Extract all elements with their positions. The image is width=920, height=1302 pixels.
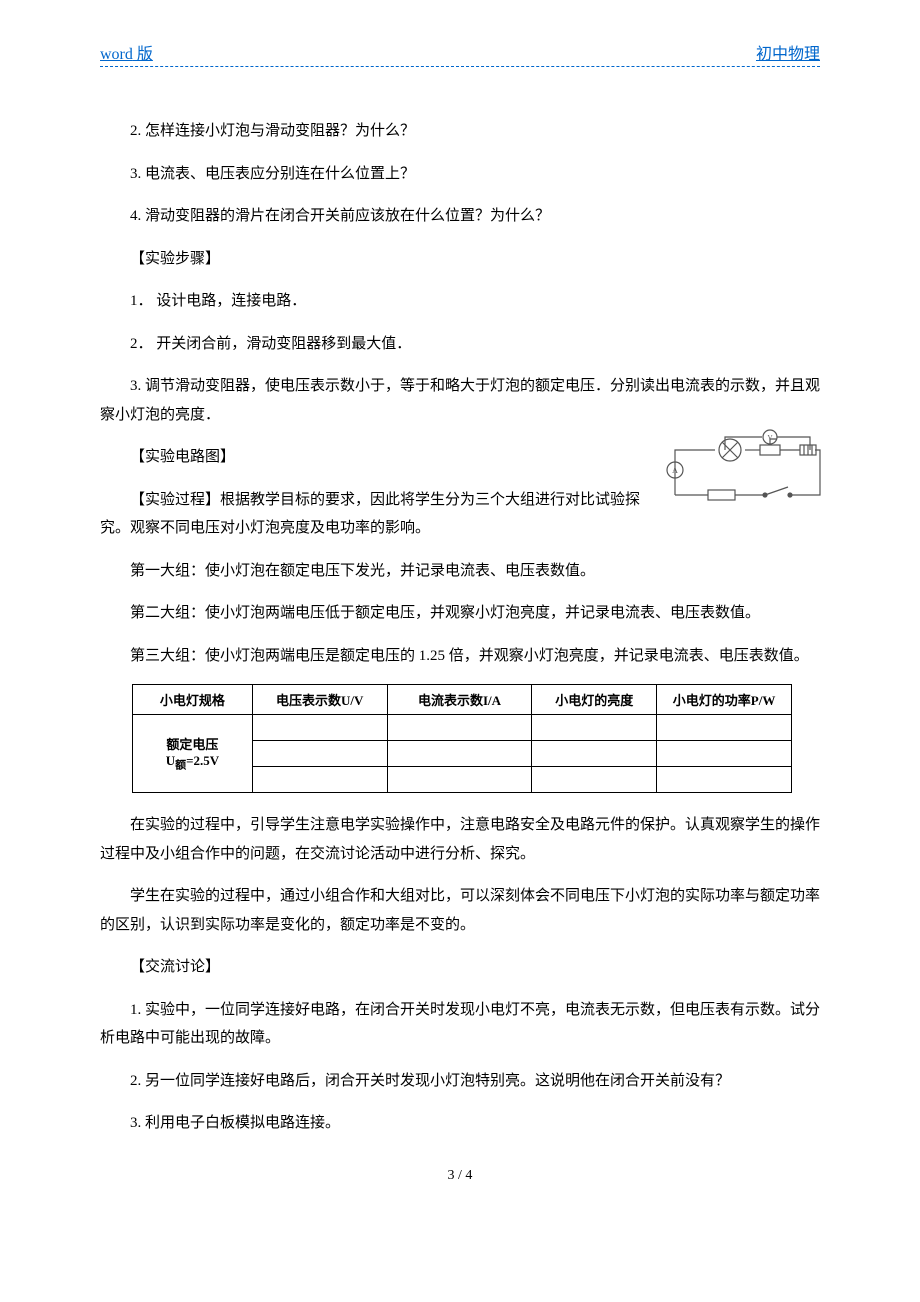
table-cell (657, 741, 792, 767)
table-cell (532, 715, 657, 741)
th-voltage: 电压表示数U/V (252, 685, 387, 715)
page-header: word 版 初中物理 (100, 40, 820, 67)
header-left: word 版 (100, 40, 153, 64)
after-table-p1: 在实验的过程中，引导学生注意电学实验操作中，注意电路安全及电路元件的保护。认真观… (100, 811, 820, 868)
spec-line1: 额定电压 (166, 737, 218, 752)
data-table: 小电灯规格 电压表示数U/V 电流表示数I/A 小电灯的亮度 小电灯的功率P/W… (132, 684, 792, 793)
circuit-container: A V 【 (100, 443, 820, 543)
table-cell (252, 767, 387, 793)
th-power: 小电灯的功率P/W (657, 685, 792, 715)
step-2: 2． 开关闭合前，滑动变阻器移到最大值． (100, 330, 820, 359)
discuss-1: 1. 实验中，一位同学连接好电路，在闭合开关时发现小电灯不亮，电流表无示数，但电… (100, 996, 820, 1053)
page-number: 3 / 4 (100, 1168, 820, 1184)
data-table-wrap: 小电灯规格 电压表示数U/V 电流表示数I/A 小电灯的亮度 小电灯的功率P/W… (132, 684, 820, 793)
discuss-3: 3. 利用电子白板模拟电路连接。 (100, 1109, 820, 1138)
table-cell (252, 741, 387, 767)
step-3: 3. 调节滑动变阻器，使电压表示数小于，等于和略大于灯泡的额定电压．分别读出电流… (100, 372, 820, 429)
discuss-title: 【交流讨论】 (100, 953, 820, 982)
group-2: 第二大组：使小灯泡两端电压低于额定电压，并观察小灯泡亮度，并记录电流表、电压表数… (100, 599, 820, 628)
table-cell (252, 715, 387, 741)
th-brightness: 小电灯的亮度 (532, 685, 657, 715)
question-2: 2. 怎样连接小灯泡与滑动变阻器？为什么？ (100, 117, 820, 146)
table-header-row: 小电灯规格 电压表示数U/V 电流表示数I/A 小电灯的亮度 小电灯的功率P/W (133, 685, 792, 715)
step-1: 1． 设计电路，连接电路． (100, 287, 820, 316)
spec-u: U (166, 753, 175, 768)
question-3: 3. 电流表、电压表应分别连在什么位置上？ (100, 160, 820, 189)
table-cell (532, 741, 657, 767)
th-spec: 小电灯规格 (133, 685, 253, 715)
spec-val: =2.5V (186, 753, 219, 768)
discuss-2: 2. 另一位同学连接好电路后，闭合开关时发现小灯泡特别亮。这说明他在闭合开关前没… (100, 1067, 820, 1096)
table-cell (657, 767, 792, 793)
table-cell (387, 767, 532, 793)
table-cell (387, 715, 532, 741)
table-cell (387, 741, 532, 767)
spec-cell: 额定电压 U额=2.5V (133, 715, 253, 793)
svg-text:A: A (672, 466, 678, 475)
table-row: 额定电压 U额=2.5V (133, 715, 792, 741)
question-4: 4. 滑动变阻器的滑片在闭合开关前应该放在什么位置？为什么？ (100, 202, 820, 231)
header-word: word (100, 46, 133, 63)
spec-sub: 额 (175, 760, 186, 772)
table-cell (657, 715, 792, 741)
header-right: 初中物理 (756, 40, 820, 64)
steps-title: 【实验步骤】 (100, 245, 820, 274)
circuit-diagram-icon: A V (660, 425, 830, 510)
th-current: 电流表示数I/A (387, 685, 532, 715)
group-3: 第三大组：使小灯泡两端电压是额定电压的 1.25 倍，并观察小灯泡亮度，并记录电… (100, 642, 820, 671)
group-1: 第一大组：使小灯泡在额定电压下发光，并记录电流表、电压表数值。 (100, 557, 820, 586)
header-version: 版 (133, 46, 153, 63)
table-cell (532, 767, 657, 793)
document-page: word 版 初中物理 2. 怎样连接小灯泡与滑动变阻器？为什么？ 3. 电流表… (0, 40, 920, 1184)
after-table-p2: 学生在实验的过程中，通过小组合作和大组对比，可以深刻体会不同电压下小灯泡的实际功… (100, 882, 820, 939)
